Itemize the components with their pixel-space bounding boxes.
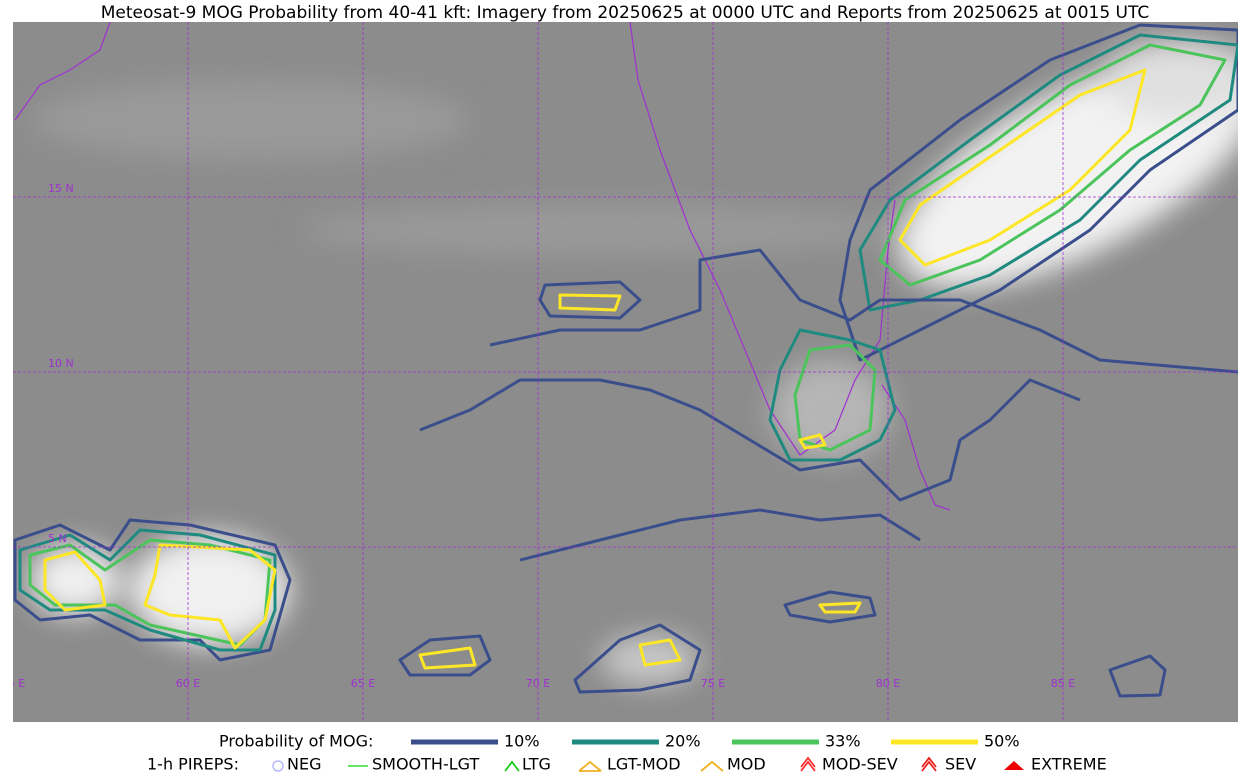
contours [13, 23, 1238, 698]
legend-label: EXTREME [1031, 755, 1107, 774]
legend-label: NEG [287, 755, 321, 774]
legend: Probability of MOG: 10% 20% 33% 50% 1-h PIREP… [147, 732, 1107, 774]
pirep-icon [504, 760, 520, 772]
pirep-icon [700, 760, 724, 772]
legend-label: LTG [522, 755, 551, 774]
lon-label: 80 E [876, 677, 900, 690]
lon-label: 60 E [176, 677, 200, 690]
coastline [14, 22, 111, 121]
legend-label: SEV [945, 755, 976, 774]
lon-label: 65 E [351, 677, 375, 690]
graticule: 15 N 10 N 5 N 55 E 60 E 65 E 70 E 75 E 80 E 85 E [1, 22, 1238, 722]
legend-label: MOD [727, 755, 766, 774]
pirep-icon [578, 760, 602, 772]
pirep-icon [1004, 761, 1024, 770]
legend-label: MOD-SEV [822, 755, 898, 774]
legend-label: 33% [825, 732, 861, 751]
pirep-icon [800, 756, 816, 772]
lon-label: 75 E [701, 677, 725, 690]
legend-title: Probability of MOG: [219, 732, 373, 751]
map: 15 N 10 N 5 N 55 E 60 E 65 E 70 E 75 E 80 E 85 E [1, 22, 1238, 722]
pirep-icon [272, 760, 284, 772]
lon-label: 55 E [1, 677, 25, 690]
title: Meteosat-9 MOG Probability from 40-41 kf… [101, 3, 1150, 23]
legend-label: 10% [504, 732, 540, 751]
lon-label: 85 E [1051, 677, 1075, 690]
pirep-icon [921, 756, 937, 772]
legend-label: SMOOTH-LGT [372, 755, 479, 774]
coastline [629, 22, 951, 511]
legend-label: LGT-MOD [607, 755, 681, 774]
lat-label: 10 N [48, 357, 74, 370]
legend-title: 1-h PIREPS: [147, 755, 239, 774]
legend-label: 50% [984, 732, 1020, 751]
lat-label: 15 N [48, 182, 74, 195]
lat-label: 5 N [48, 532, 67, 545]
legend-label: 20% [665, 732, 701, 751]
lon-label: 70 E [526, 677, 550, 690]
cloud-imagery [30, 40, 1238, 685]
